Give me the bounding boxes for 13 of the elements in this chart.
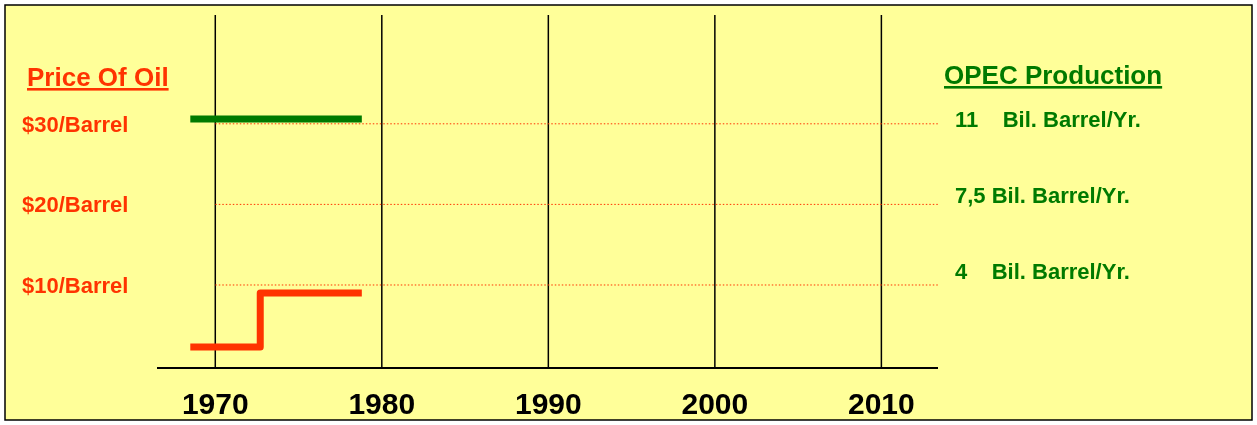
y-tick-label: $10/Barrel — [22, 272, 129, 298]
y2-tick-label: 4 Bil. Barrel/Yr. — [955, 258, 1130, 284]
x-tick-label: 1970 — [181, 387, 249, 420]
y-axis-title: Price Of Oil — [27, 62, 169, 92]
x-tick-label: 2000 — [681, 387, 749, 420]
y-tick-label: $20/Barrel — [22, 192, 129, 218]
y2-tick-label: 11 Bil. Barrel/Yr. — [955, 106, 1141, 132]
x-tick-label: 1980 — [348, 387, 416, 420]
x-tick-label: 1990 — [514, 387, 582, 420]
y2-axis-title: OPEC Production — [944, 60, 1163, 90]
x-tick-label: 2010 — [848, 387, 915, 420]
y2-tick-label: 7,5 Bil. Barrel/Yr. — [955, 182, 1130, 208]
y-tick-label: $30/Barrel — [22, 111, 129, 137]
